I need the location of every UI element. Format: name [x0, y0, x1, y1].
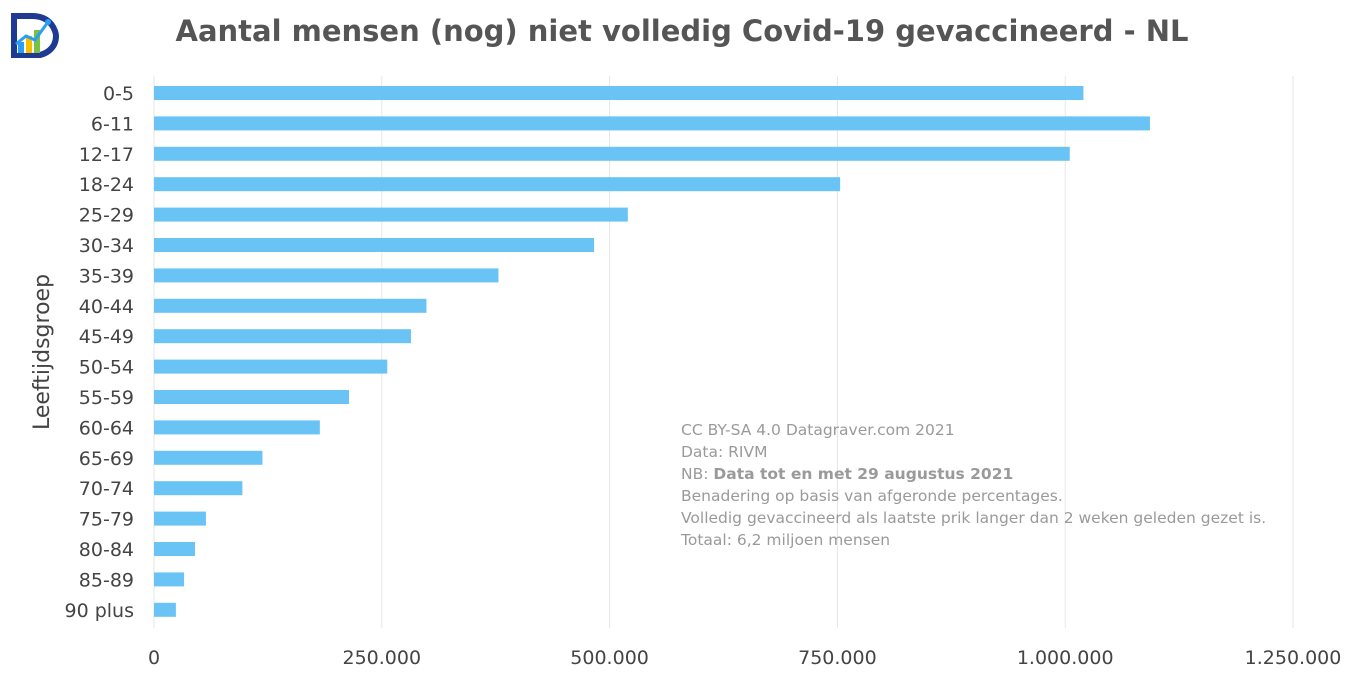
note-nb: NB: Data tot en met 29 augustus 2021 — [681, 463, 1266, 485]
bar-75-79 — [154, 511, 206, 526]
bar-12-17 — [154, 146, 1070, 161]
category-label: 35-39 — [79, 265, 134, 287]
bar-6-11 — [154, 116, 1150, 131]
bar-70-74 — [154, 481, 243, 496]
note-source: Data: RIVM — [681, 443, 768, 461]
category-label: 60-64 — [79, 417, 134, 439]
chart-notes: CC BY-SA 4.0 Datagraver.com 2021 Data: R… — [681, 419, 1266, 551]
category-label: 45-49 — [79, 326, 134, 348]
category-labels: 0-5 6-11 12-17 18-24 25-29 30-34 35-39 40-44 45-… — [65, 83, 135, 622]
bar-25-29 — [154, 207, 628, 222]
x-tick-label: 750.000 — [798, 647, 877, 669]
category-label: 30-34 — [79, 235, 134, 257]
x-tick-label: 1.000.000 — [1017, 647, 1114, 669]
bar-60-64 — [154, 420, 320, 435]
bar-30-34 — [154, 238, 595, 252]
category-label: 0-5 — [103, 83, 134, 105]
y-axis-label: Leeftijdsgroep — [30, 274, 55, 430]
bar-0-5 — [154, 86, 1084, 100]
category-label: 70-74 — [79, 478, 134, 500]
category-label: 50-54 — [79, 357, 134, 379]
bar-45-49 — [154, 329, 411, 344]
x-tick-label: 1.250.000 — [1245, 647, 1342, 669]
chart-title: Aantal mensen (nog) niet volledig Covid-… — [175, 14, 1189, 48]
note-nb-prefix: NB: — [681, 465, 714, 483]
category-label: 85-89 — [79, 569, 134, 591]
category-label: 55-59 — [79, 387, 134, 409]
x-tick-label: 500.000 — [570, 647, 649, 669]
bar-65-69 — [154, 450, 263, 465]
category-label: 65-69 — [79, 448, 134, 470]
note-approximation: Benadering op basis van afgeronde percen… — [681, 487, 1063, 505]
category-label: 40-44 — [79, 296, 134, 318]
note-total: Totaal: 6,2 miljoen mensen — [681, 531, 891, 549]
category-label: 6-11 — [91, 113, 134, 135]
category-label: 75-79 — [79, 509, 134, 531]
x-tick-label: 0 — [148, 647, 160, 669]
note-definition: Volledig gevaccineerd als laatste prik l… — [681, 509, 1267, 527]
datagraver-logo-icon — [8, 12, 60, 62]
bar-55-59 — [154, 390, 349, 404]
bar-35-39 — [154, 268, 499, 283]
bar-50-54 — [154, 359, 388, 374]
category-label: 12-17 — [79, 144, 134, 166]
bar-90-plus — [154, 602, 176, 617]
bars — [154, 86, 1150, 617]
category-label: 25-29 — [79, 205, 134, 227]
category-label: 18-24 — [79, 174, 134, 196]
bar-85-89 — [154, 572, 185, 587]
note-nb-date: Data tot en met 29 augustus 2021 — [713, 465, 1014, 483]
bar-18-24 — [154, 177, 841, 192]
grid-lines — [153, 76, 1294, 628]
category-label: 80-84 — [79, 539, 134, 561]
bar-80-84 — [154, 542, 196, 556]
x-tick-labels: 0 250.000 500.000 750.000 1.000.000 1.250.000 — [148, 647, 1341, 669]
note-license: CC BY-SA 4.0 Datagraver.com 2021 — [681, 421, 955, 439]
x-tick-label: 250.000 — [343, 647, 422, 669]
bar-40-44 — [154, 298, 427, 313]
category-label: 90 plus — [65, 600, 135, 622]
